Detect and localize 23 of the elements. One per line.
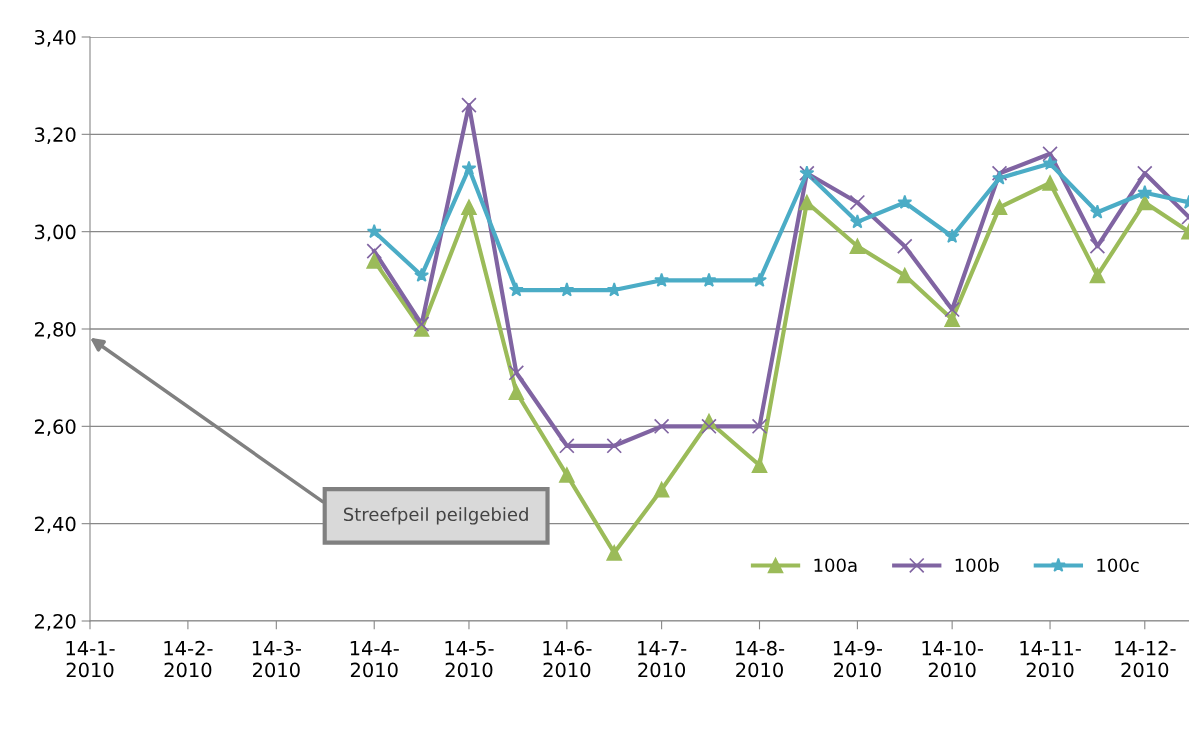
x-tick-label: 14-6- 2010 [543,640,592,678]
x-tick-label: 14-3- 2010 [252,640,301,678]
x-tick-label: 14-12- 2010 [1115,640,1176,678]
x-tick-label: 14-9- 2010 [833,640,883,678]
y-tick-label: 2,40 [34,516,76,534]
x-tick-label: 14-1- 2010 [66,641,115,678]
x-tick-label: 14-10- 2010 [922,640,983,678]
y-tick-label: 2,60 [34,419,76,436]
x-tick-label: 14-11- 2010 [1020,641,1081,678]
y-tick-label: 2,20 [34,613,76,631]
legend-label: 100a [814,558,857,573]
legend-label: 100c [1097,558,1139,573]
y-tick-label: 3,00 [34,224,76,242]
x-tick-label: 14-2- 2010 [164,640,213,678]
x-tick-label: 14-8- 2010 [736,640,785,678]
annotation: Streefpeil peilgebied [343,507,528,525]
y-tick-label: 3,20 [34,127,76,144]
y-tick-label: 2,80 [34,321,76,339]
x-tick-label: 14-7- 2010 [638,641,687,678]
legend-label: 100b [955,558,999,573]
x-tick-label: 14-4- 2010 [350,641,399,678]
y-tick-label: 3,40 [34,29,76,47]
x-tick-label: 14-5- 2010 [445,641,494,678]
